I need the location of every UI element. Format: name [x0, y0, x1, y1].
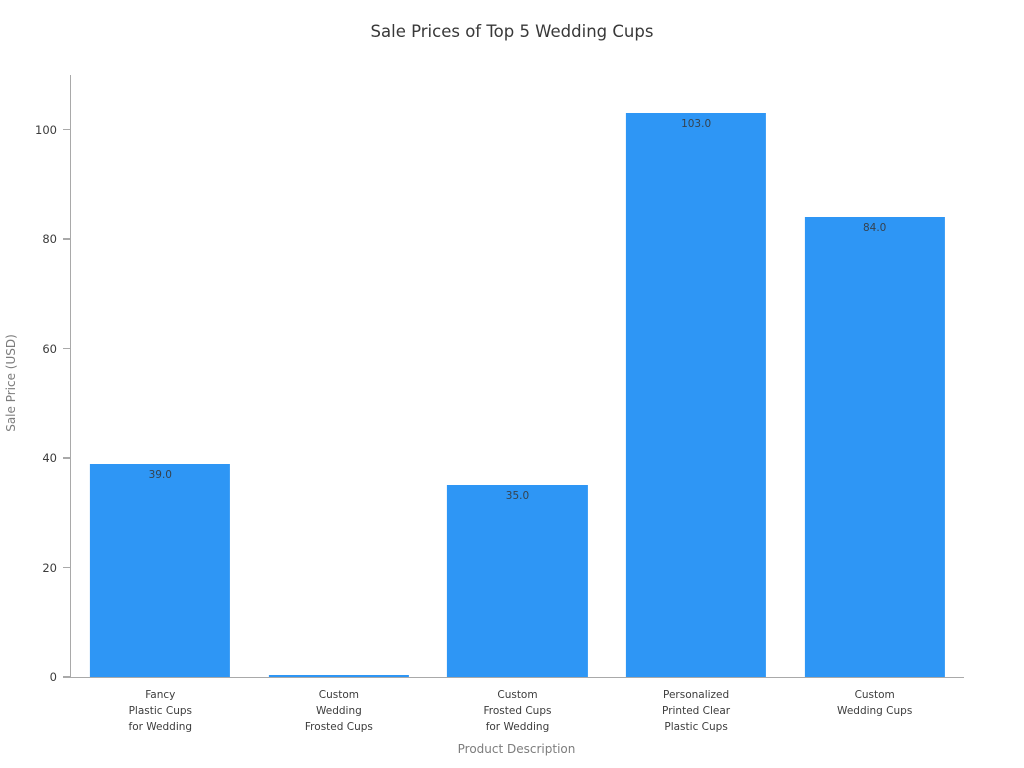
- bar-value-label: 39.0: [148, 468, 172, 481]
- y-tick-label: 80: [42, 232, 57, 247]
- y-tick-mark: [62, 676, 70, 678]
- y-tick-mark: [62, 347, 70, 350]
- bar: [268, 675, 409, 677]
- x-tick-label: Personalized Printed Clear Plastic Cups: [662, 689, 731, 733]
- y-tick-mark: [62, 238, 70, 240]
- bar: 84.0: [804, 217, 945, 677]
- bar: 39.0: [90, 463, 231, 677]
- plot-area: 0 20 40 60 80 100 39.0 Fancy Plastic Cups for …: [35, 75, 964, 733]
- x-tick-label: Fancy Plastic Cups for Wedding: [128, 689, 193, 733]
- bar-slot: 35.0 Custom Frosted Cups for Wedding: [428, 75, 607, 733]
- bar-slot: 39.0 Fancy Plastic Cups for Wedding: [71, 75, 250, 733]
- y-tick-label: 100: [35, 122, 57, 137]
- y-tick-label: 20: [42, 560, 57, 575]
- x-tick-label: Custom Wedding Cups: [837, 689, 913, 717]
- y-tick-mark: [62, 128, 70, 131]
- bar-value-label: 103.0: [681, 118, 712, 131]
- bar: 35.0: [447, 485, 588, 677]
- bar-slot: Custom Wedding Frosted Cups: [250, 75, 429, 733]
- bar-value-label: 35.0: [505, 490, 530, 503]
- x-tick-label: Custom Frosted Cups for Wedding: [483, 689, 552, 733]
- x-axis-label: Product Description: [457, 742, 576, 756]
- y-tick-label: 60: [42, 341, 57, 356]
- bar-slot: 84.0 Custom Wedding Cups: [785, 75, 964, 717]
- y-tick-label: 0: [49, 670, 57, 684]
- x-tick-label: Custom Wedding Frosted Cups: [304, 689, 373, 733]
- y-tick-label: 40: [42, 451, 57, 466]
- bar: 103.0: [626, 113, 767, 677]
- y-tick-mark: [62, 566, 70, 569]
- bar-slot: 103.0 Personalized Printed Clear Plastic …: [607, 75, 786, 733]
- bar-value-label: 84.0: [862, 222, 887, 235]
- y-axis-label: Sale Price (USD): [4, 334, 18, 432]
- chart-title: Sale Prices of Top 5 Wedding Cups: [370, 22, 654, 41]
- y-tick-mark: [62, 457, 70, 459]
